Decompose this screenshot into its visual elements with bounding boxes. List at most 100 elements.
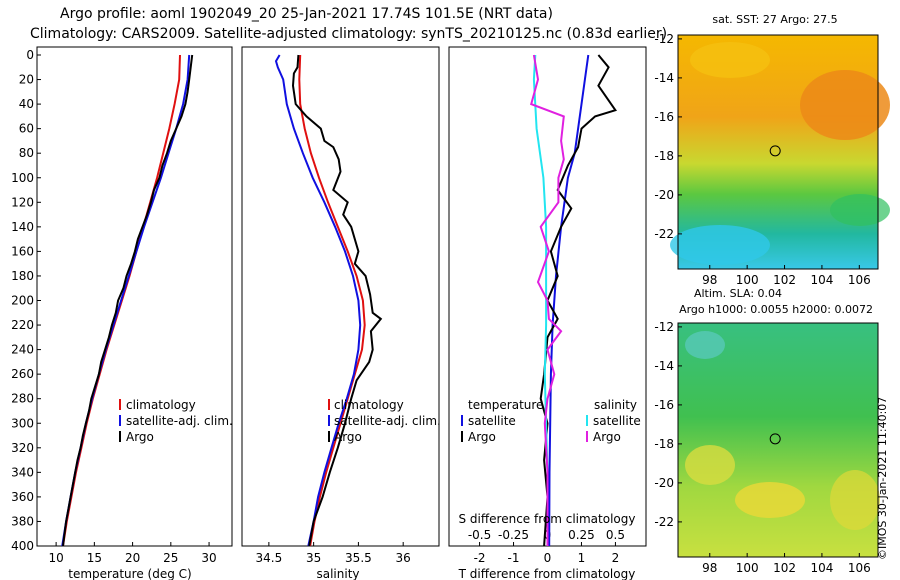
series-line-t-argo (539, 54, 618, 547)
legend-s-argo: Argo (593, 430, 621, 444)
chart-title-line2: Climatology: CARS2009. Satellite-adjuste… (30, 26, 668, 42)
x-tick-label: -1 (508, 551, 520, 565)
x-tick-label: 20 (125, 551, 140, 565)
difference-lines (529, 54, 618, 547)
s-difference-label: S difference from climatology (459, 512, 636, 526)
legend-s-satellite: satellite (593, 414, 641, 428)
series-line-climatology (298, 54, 366, 547)
legend-climatology: climatology (126, 398, 196, 412)
salinity-panel: 34.5 35 35.5 36 salinity climatology satell… (241, 46, 441, 580)
difference-legend: temperature satellite Argo salinity sate… (461, 398, 641, 444)
legend-t-argo: Argo (468, 430, 496, 444)
sst-warm-patch (800, 70, 890, 140)
legend-satellite: satellite-adj. clim. (126, 414, 233, 428)
sst-map-axes: -12 -14 -16 -18 -20 -22 98 100 102 104 106 (654, 32, 870, 287)
temperature-panel: 0 20 40 60 80 100 120 140 160 180 200 220 240 260 280 3… (11, 46, 233, 580)
temperature-xlabel: temperature (deg C) (68, 567, 191, 580)
sla-low-patch (685, 331, 725, 359)
lat-tick-label: -12 (654, 320, 674, 334)
x-tick-label: 36 (396, 551, 411, 565)
lon-tick-label: 98 (702, 273, 717, 287)
t-difference-x-axis: -2 -1 0 1 2 (474, 542, 620, 565)
argo-location-marker (769, 433, 781, 445)
series-line-satellite-adj-clim- (274, 54, 362, 547)
sla-map-title: Altim. SLA: 0.04 (694, 287, 782, 300)
salinity-lines (274, 54, 383, 547)
lat-tick-label: -18 (654, 149, 674, 163)
depth-tick-label: 280 (11, 392, 34, 406)
depth-tick-label: 100 (11, 171, 34, 185)
argo-location-marker (769, 145, 781, 157)
lat-tick-label: -16 (654, 398, 674, 412)
depth-tick-label: 120 (11, 195, 34, 209)
sla-high-patch (735, 482, 805, 518)
sla-map-axes: -12 -14 -16 -18 -20 -22 98 100 102 104 106 (654, 320, 870, 575)
depth-axis: 0 20 40 60 80 100 120 140 160 180 200 220 240 260 280 3… (11, 48, 41, 553)
sla-high-patch (685, 445, 735, 485)
x-tick-label: 35 (306, 551, 321, 565)
x-tick-label: 10 (48, 551, 63, 565)
x-tick-label: 34.5 (256, 551, 283, 565)
depth-tick-label: 240 (11, 343, 34, 357)
x-tick-label: 1 (578, 551, 586, 565)
lat-tick-label: -18 (654, 437, 674, 451)
legend-argo: Argo (126, 430, 154, 444)
temperature-x-axis: 10 15 20 25 30 (48, 542, 217, 565)
series-line-s-argo (529, 54, 565, 546)
depth-tick-label: 140 (11, 220, 34, 234)
legend-t-satellite: satellite (468, 414, 516, 428)
depth-tick-label: 200 (11, 294, 34, 308)
temperature-legend: climatology satellite-adj. clim. Argo (119, 398, 233, 444)
lon-tick-label: 106 (848, 273, 871, 287)
depth-tick-label: 260 (11, 367, 34, 381)
lon-tick-label: 104 (810, 561, 833, 575)
salinity-legend: climatology satellite-adj. clim. Argo (328, 398, 441, 444)
lon-tick-label: 98 (702, 561, 717, 575)
depth-tick-label: 20 (19, 73, 34, 87)
x-tick-label: 0 (544, 551, 552, 565)
sla-high-patch (830, 470, 880, 530)
depth-tick-label: 400 (11, 539, 34, 553)
legend-satellite: satellite-adj. clim. (334, 414, 441, 428)
lat-tick-label: -12 (654, 32, 674, 46)
depth-tick-label: 220 (11, 318, 34, 332)
lon-tick-label: 100 (736, 273, 759, 287)
lon-tick-label: 104 (810, 273, 833, 287)
depth-tick-label: 360 (11, 490, 34, 504)
depth-tick-label: 160 (11, 244, 34, 258)
depth-tick-label: 80 (19, 146, 34, 160)
sst-map-panel: sat. SST: 27 Argo: 27.5 -12-14-16-18-20-… (654, 13, 890, 287)
chart-title-line1: Argo profile: aoml 1902049_20 25-Jan-202… (60, 6, 553, 22)
legend-salinity-title: salinity (594, 398, 637, 412)
lon-tick-label: 100 (736, 561, 759, 575)
series-line-argo (62, 54, 194, 547)
depth-tick-label: 60 (19, 122, 34, 136)
depth-tick-label: 180 (11, 269, 34, 283)
sst-map-title: sat. SST: 27 Argo: 27.5 (712, 13, 837, 26)
s-difference-x-axis: -0.5 -0.25 0 0.25 0.5 (468, 528, 625, 542)
lon-tick-label: 106 (848, 561, 871, 575)
sla-map-frame (677, 322, 879, 558)
depth-tick-label: 300 (11, 416, 34, 430)
lat-tick-label: -20 (654, 188, 674, 202)
s-x-tick-label: 0.5 (606, 528, 625, 542)
salinity-x-axis: 34.5 35 35.5 36 (256, 542, 411, 565)
series-line-argo (291, 54, 383, 547)
legend-climatology: climatology (334, 398, 404, 412)
x-tick-label: 2 (612, 551, 620, 565)
x-tick-label: -2 (474, 551, 486, 565)
lon-tick-label: 102 (773, 273, 796, 287)
salinity-plot-frame (241, 46, 440, 547)
depth-tick-label: 40 (19, 97, 34, 111)
legend-argo: Argo (334, 430, 362, 444)
legend-temperature-title: temperature (468, 398, 543, 412)
x-tick-label: 15 (87, 551, 102, 565)
x-tick-label: 35.5 (345, 551, 372, 565)
s-x-tick-label: 0.25 (568, 528, 595, 542)
sst-warm-patch (690, 42, 770, 78)
sst-cool-patch (670, 225, 770, 265)
sla-map-subtitle: Argo h1000: 0.0055 h2000: 0.0072 (679, 303, 873, 316)
depth-tick-label: 320 (11, 441, 34, 455)
t-difference-xlabel: T difference from climatology (458, 567, 636, 580)
